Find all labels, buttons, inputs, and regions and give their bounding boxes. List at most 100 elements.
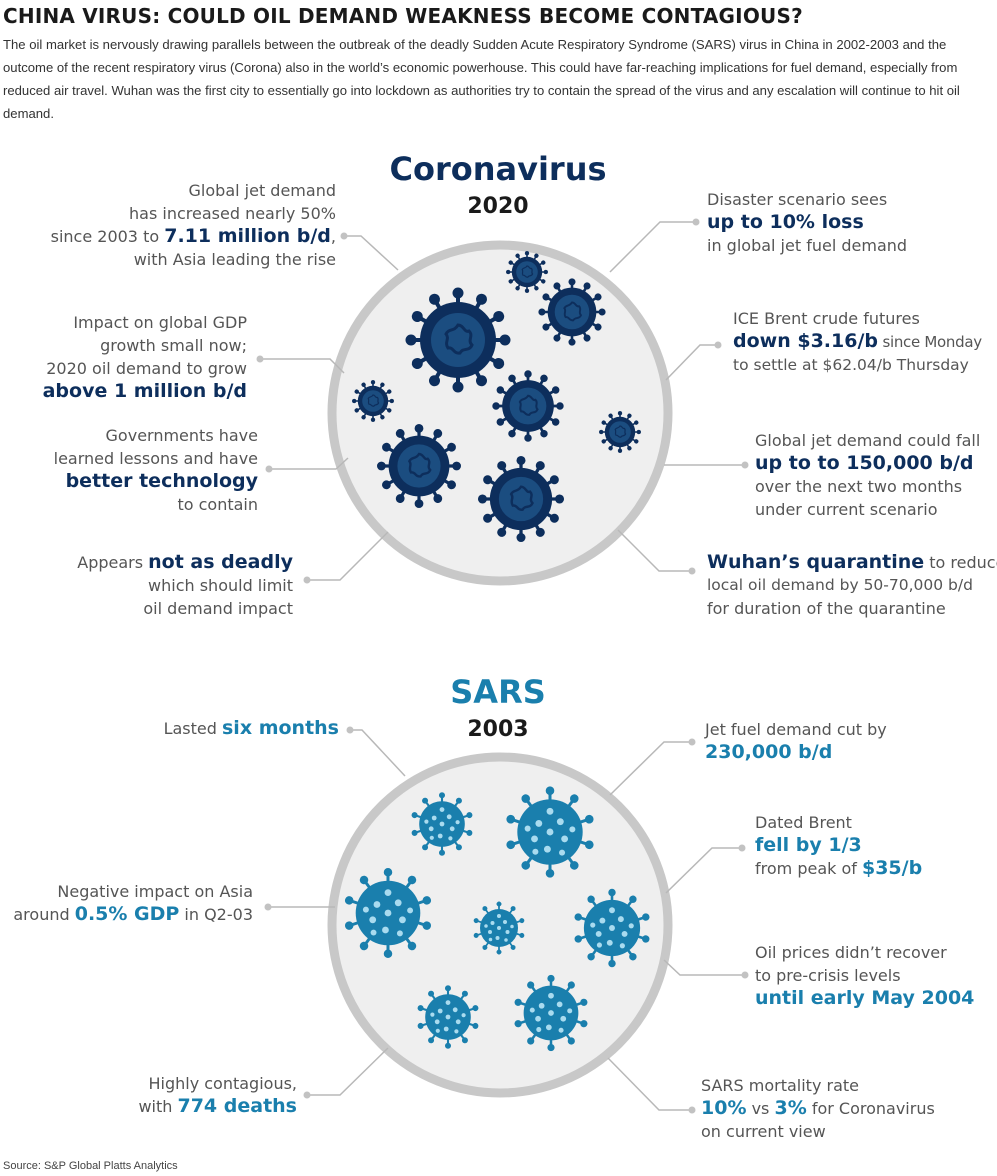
- note-highlight: fell by 1/3: [755, 834, 862, 856]
- note-text: Global jet demand could fall: [755, 431, 981, 450]
- leader-line: [663, 959, 745, 976]
- note-text: Governments have: [105, 426, 258, 445]
- note-text: for duration of the quarantine: [707, 599, 946, 618]
- note-text: on current view: [701, 1122, 826, 1141]
- note-text: has increased nearly 50%: [129, 204, 336, 223]
- note-highlight: 230,000 b/d: [705, 741, 833, 763]
- note-wuhan-quarantine: Wuhan’s quarantine to reduce local oil d…: [707, 551, 997, 620]
- leader-dot: [265, 465, 273, 473]
- note-text: for Coronavirus: [806, 1099, 935, 1118]
- note-text: under current scenario: [755, 500, 938, 519]
- note-text: learned lessons and have: [53, 449, 258, 468]
- intro-paragraph: The oil market is nervously drawing para…: [3, 37, 960, 121]
- leader-line: [260, 358, 345, 374]
- note-text: oil demand impact: [143, 599, 293, 618]
- note-dated-brent: Dated Brent fell by 1/3 from peak of $35…: [755, 811, 922, 880]
- note-text: vs: [746, 1099, 775, 1118]
- leader-line: [609, 221, 696, 273]
- sars-year: 2003: [467, 717, 529, 742]
- note-text: to contain: [177, 495, 258, 514]
- leader-line: [609, 741, 692, 796]
- leader-dot: [692, 218, 700, 226]
- note-ice-brent: ICE Brent crude futures down $3.16/b sin…: [733, 307, 982, 377]
- note-text: ,: [330, 227, 336, 246]
- note-global-gdp: Impact on global GDP growth small now; 2…: [43, 311, 247, 403]
- leader-dot: [303, 576, 311, 584]
- coronavirus-year: 2020: [467, 194, 529, 219]
- note-highlight: six months: [222, 717, 339, 739]
- coronavirus-leader-dots: [256, 218, 749, 584]
- leader-line: [617, 529, 692, 572]
- leader-line: [350, 729, 406, 777]
- note-not-as-deadly: Appears not as deadly which should limit…: [77, 551, 293, 620]
- note-highlight: 774 deaths: [177, 1095, 297, 1117]
- leader-dot: [741, 461, 749, 469]
- leader-dot: [738, 844, 746, 852]
- leader-dot: [688, 567, 696, 575]
- note-oil-prices: Oil prices didn’t recover to pre-crisis …: [755, 941, 974, 1010]
- note-highlight: above 1 million b/d: [42, 380, 247, 402]
- note-highlight: $35/b: [861, 857, 923, 879]
- leader-dot: [340, 232, 348, 240]
- leader-dot: [741, 971, 749, 979]
- sars-leader-lines: [268, 729, 745, 1111]
- note-text: to reduce: [929, 553, 997, 572]
- leader-line: [344, 235, 399, 271]
- note-highlight: 7.11 million b/d: [164, 225, 331, 247]
- note-mortality: SARS mortality rate 10% vs 3% for Corona…: [701, 1074, 935, 1143]
- note-global-jet-demand: Global jet demand has increased nearly 5…: [51, 179, 336, 271]
- leader-dot: [256, 355, 264, 363]
- note-text: over the next two months: [755, 477, 963, 496]
- leader-line: [665, 344, 718, 381]
- leader-line: [269, 457, 349, 470]
- note-text: Disaster scenario sees: [707, 190, 888, 209]
- note-highlight: until early May 2004: [755, 987, 975, 1009]
- note-highlight: Wuhan’s quarantine: [707, 551, 925, 573]
- note-highlight: 10%: [701, 1097, 747, 1119]
- leader-line: [307, 1047, 389, 1096]
- note-text: around: [13, 905, 75, 924]
- leader-line: [665, 847, 742, 894]
- note-text: SARS mortality rate: [701, 1076, 860, 1095]
- note-text: since Monday: [878, 333, 982, 351]
- note-text: Oil prices didn’t recover: [755, 943, 947, 962]
- leader-dot: [264, 903, 272, 911]
- note-text: with Asia leading the rise: [133, 250, 336, 269]
- note-text: growth small now;: [100, 336, 247, 355]
- note-text: in global jet fuel demand: [707, 236, 908, 255]
- leader-dot: [303, 1091, 311, 1099]
- coronavirus-leader-lines: [260, 221, 745, 581]
- note-highlight: better technology: [65, 470, 258, 492]
- note-governments: Governments have learned lessons and hav…: [54, 424, 258, 516]
- note-text: Impact on global GDP: [73, 313, 247, 332]
- note-text: Global jet demand: [188, 181, 336, 200]
- note-text: local oil demand by 50-70,000 b/d: [707, 576, 973, 594]
- note-lasted: Lasted six months: [164, 717, 339, 740]
- note-text: 2020 oil demand to grow: [46, 359, 247, 378]
- note-text: from peak of: [755, 859, 862, 878]
- note-text: to pre-crisis levels: [755, 966, 901, 985]
- note-text: with: [138, 1097, 178, 1116]
- page-title: CHINA VIRUS: COULD OIL DEMAND WEAKNESS B…: [3, 4, 803, 28]
- leader-line: [307, 531, 389, 581]
- leader-line: [607, 1057, 692, 1111]
- leader-dot: [714, 341, 722, 349]
- note-highlight: up to 10% loss: [707, 211, 864, 233]
- note-highlight: up to to 150,000 b/d: [755, 452, 974, 474]
- note-text: in Q2-03: [179, 905, 253, 924]
- note-asia-impact: Negative impact on Asia around 0.5% GDP …: [13, 880, 253, 926]
- note-text: Negative impact on Asia: [57, 882, 253, 901]
- note-text: ICE Brent crude futures: [733, 309, 920, 328]
- note-jet-demand-fall: Global jet demand could fall up to to 15…: [755, 429, 980, 521]
- sars-leader-dots: [264, 726, 749, 1114]
- note-text: since 2003 to: [50, 227, 165, 246]
- note-text: Jet fuel demand cut by: [705, 720, 887, 739]
- note-highlight: 0.5% GDP: [74, 903, 180, 925]
- note-contagious: Highly contagious, with 774 deaths: [138, 1072, 297, 1118]
- note-text: Lasted: [163, 719, 222, 738]
- source-note: Source: S&P Global Platts Analytics: [3, 1160, 178, 1172]
- coronavirus-title: Coronavirus: [389, 150, 607, 188]
- note-disaster-scenario: Disaster scenario sees up to 10% loss in…: [707, 188, 907, 257]
- note-text: Appears: [77, 553, 149, 572]
